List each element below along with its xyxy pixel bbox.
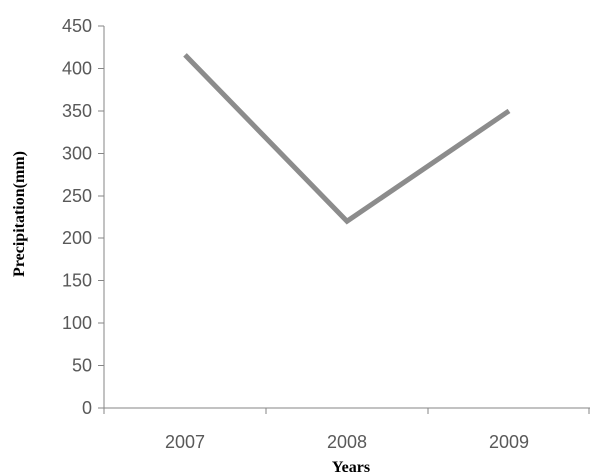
- y-tick-label: 400: [62, 58, 92, 78]
- y-axis-title: Precipitation(mm): [11, 151, 28, 277]
- x-axis: 2007 2008 2009: [103, 407, 590, 452]
- y-tick-label: 250: [62, 186, 92, 206]
- x-tick-label: 2007: [165, 432, 205, 452]
- y-tick-label: 150: [62, 271, 92, 291]
- series-line: [183, 53, 511, 225]
- series-layer: [183, 53, 511, 225]
- y-tick-label: 0: [82, 398, 92, 418]
- y-tick-label: 450: [62, 16, 92, 36]
- y-tick-label: 100: [62, 313, 92, 333]
- y-tick-label: 300: [62, 143, 92, 163]
- x-tick-label: 2008: [327, 432, 367, 452]
- x-tick-label: 2009: [489, 432, 529, 452]
- y-tick-label: 350: [62, 101, 92, 121]
- y-tick-label: 50: [72, 356, 92, 376]
- x-axis-title: Years: [332, 459, 370, 476]
- y-tick-label: 200: [62, 228, 92, 248]
- y-axis: 0 50 100 150 200 250 300 350 400 450: [62, 16, 105, 418]
